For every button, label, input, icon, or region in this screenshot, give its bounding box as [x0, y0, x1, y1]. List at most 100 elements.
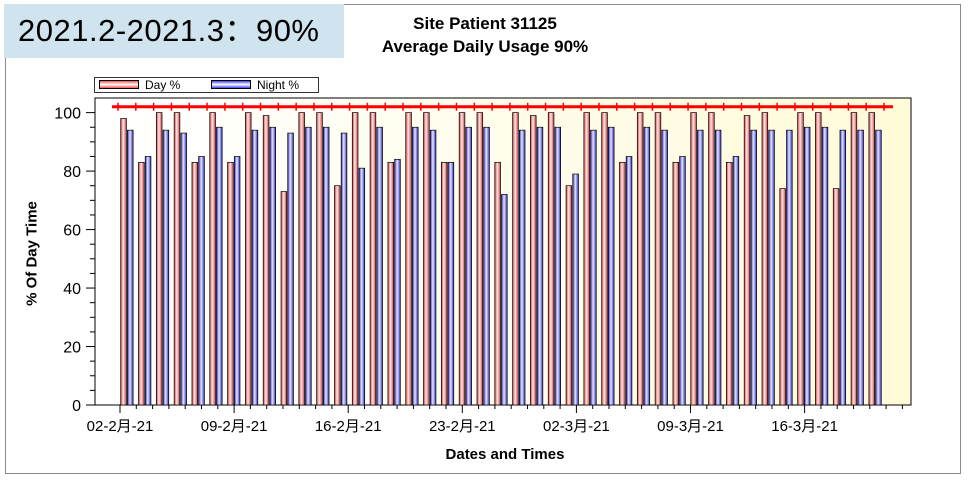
day-bar	[654, 112, 662, 406]
night-bar	[875, 129, 882, 406]
night-bar	[127, 129, 134, 406]
night-bar	[786, 129, 793, 406]
date-range-usage-label: 2021.2-2021.3：90%	[4, 4, 344, 58]
night-bar	[358, 167, 366, 406]
day-bar	[191, 161, 199, 406]
y-tick-label: 80	[63, 164, 81, 181]
night-bar	[608, 126, 615, 406]
day-bar	[868, 112, 875, 406]
day-bar	[636, 112, 644, 406]
day-bar	[494, 161, 501, 406]
day-bar	[512, 112, 519, 406]
night-bar	[536, 126, 544, 406]
night-bar	[803, 126, 811, 406]
day-bar	[173, 112, 181, 406]
night-bar	[661, 129, 668, 406]
night-bar	[697, 129, 704, 406]
y-tick-label: 40	[63, 281, 81, 298]
day-bar	[458, 112, 466, 406]
day-bar	[690, 112, 697, 406]
day-bar	[227, 161, 234, 406]
y-tick-label: 0	[72, 398, 81, 415]
x-tick-label: 02-2月-21	[87, 418, 154, 435]
day-bar	[209, 112, 216, 406]
day-bar	[708, 112, 715, 406]
night-bar	[376, 126, 383, 406]
day-bar	[334, 185, 341, 406]
chart-legend: Day % Night %	[94, 77, 319, 93]
night-bar	[305, 126, 312, 406]
y-tick-label: 20	[63, 340, 81, 357]
day-bar	[351, 112, 359, 406]
chart-title: Site Patient 31125	[413, 14, 557, 33]
day-bar	[316, 112, 323, 406]
day-bar	[619, 161, 626, 406]
day-bar	[583, 112, 590, 406]
day-bar	[547, 112, 555, 406]
day-bar	[245, 112, 252, 406]
day-bar	[262, 115, 270, 406]
x-tick-label: 02-3月-21	[543, 418, 610, 435]
day-bar	[797, 112, 804, 406]
night-bar	[714, 129, 722, 406]
day-bar	[779, 188, 786, 406]
day-bar	[832, 188, 840, 406]
night-bar	[198, 156, 205, 406]
day-bar	[369, 112, 377, 406]
night-bar	[447, 161, 455, 406]
night-bar	[821, 126, 829, 406]
night-bar	[501, 194, 508, 406]
night-bar	[287, 132, 294, 406]
night-bar	[554, 126, 561, 406]
night-bar	[394, 159, 401, 406]
night-bar	[323, 126, 330, 406]
day-bar	[476, 112, 484, 406]
day-bar	[601, 112, 608, 406]
x-tick-label: 16-3月-21	[771, 418, 838, 435]
night-bar	[857, 129, 864, 406]
day-bar	[565, 185, 573, 406]
day-bar	[280, 191, 288, 406]
x-tick-label: 23-2月-21	[429, 418, 496, 435]
night-bar	[590, 129, 597, 406]
night-bar	[732, 156, 740, 406]
night-bar	[180, 132, 187, 406]
night-bar	[483, 126, 490, 406]
day-bar	[423, 112, 430, 406]
night-bar	[465, 126, 472, 406]
night-bar	[572, 173, 579, 406]
day-bar	[387, 161, 394, 406]
x-tick-label: 16-2月-21	[315, 418, 382, 435]
night-bar	[518, 129, 526, 406]
night-legend-swatch	[211, 80, 251, 89]
night-legend-label: Night %	[257, 78, 300, 92]
day-bar	[850, 112, 858, 406]
day-bar	[815, 112, 822, 406]
night-bar	[750, 129, 757, 406]
day-bar	[441, 161, 448, 406]
day-bar	[405, 112, 412, 406]
night-bar	[216, 126, 223, 406]
night-bar	[340, 132, 348, 406]
x-tick-label: 09-2月-21	[201, 418, 268, 435]
day-legend-swatch	[99, 80, 139, 89]
day-bar	[138, 161, 145, 406]
night-bar	[269, 126, 276, 406]
day-bar	[672, 161, 679, 406]
y-axis-label: % Of Day Time	[23, 201, 41, 306]
night-bar	[679, 156, 686, 406]
chart-subtitle: Average Daily Usage 90%	[381, 37, 589, 56]
night-bar	[839, 129, 847, 406]
y-tick-label: 100	[54, 106, 81, 123]
day-bar	[530, 115, 537, 406]
night-bar	[162, 129, 170, 406]
day-bar	[120, 118, 127, 406]
day-bar	[298, 112, 305, 406]
night-bar	[429, 129, 437, 406]
day-bar	[155, 112, 163, 406]
night-bar	[643, 126, 651, 406]
day-bar	[743, 115, 751, 406]
night-bar	[768, 129, 775, 406]
night-bar	[144, 156, 152, 406]
